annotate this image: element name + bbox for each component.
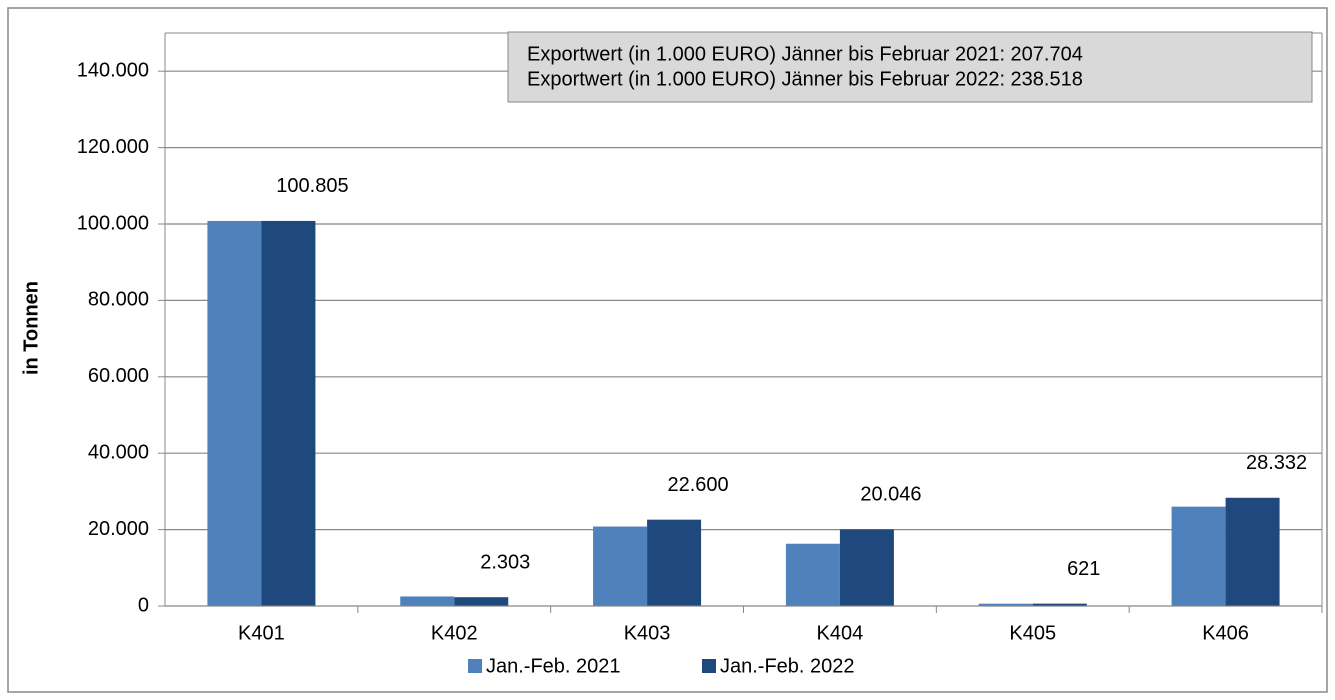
x-tick-label: K402 xyxy=(431,622,478,644)
x-tick-label: K404 xyxy=(817,622,864,644)
bar xyxy=(400,596,455,606)
y-tick-label: 20.000 xyxy=(88,518,149,540)
legend-label: Jan.-Feb. 2022 xyxy=(720,655,855,677)
data-label: 100.805 xyxy=(276,175,348,197)
bar xyxy=(785,543,840,606)
x-tick-label: K401 xyxy=(238,622,285,644)
y-tick-label: 120.000 xyxy=(77,136,149,158)
bar xyxy=(978,603,1033,606)
annotation: Exportwert (in 1.000 EURO) Jänner bis Fe… xyxy=(527,68,1083,90)
annotation: Exportwert (in 1.000 EURO) Jänner bis Fe… xyxy=(527,43,1083,65)
bar xyxy=(1225,497,1280,606)
bar xyxy=(207,220,262,606)
legend-swatch xyxy=(702,659,716,673)
bar xyxy=(593,526,648,606)
data-label: 22.600 xyxy=(667,474,728,496)
data-label: 2.303 xyxy=(480,551,530,573)
legend-label: Jan.-Feb. 2021 xyxy=(486,655,621,677)
bar xyxy=(1171,506,1226,606)
y-tick-label: 140.000 xyxy=(77,59,149,81)
x-tick-label: K406 xyxy=(1202,622,1249,644)
y-tick-label: 40.000 xyxy=(88,441,149,463)
data-label: 20.046 xyxy=(860,484,921,506)
bar xyxy=(454,597,509,606)
y-tick-label: 80.000 xyxy=(88,289,149,311)
data-label: 28.332 xyxy=(1246,452,1307,474)
x-tick-label: K403 xyxy=(624,622,671,644)
bar xyxy=(261,220,316,606)
legend-swatch xyxy=(468,659,482,673)
y-tick-label: 0 xyxy=(138,594,149,616)
x-tick-label: K405 xyxy=(1009,622,1056,644)
bar xyxy=(1032,603,1087,606)
data-label: 621 xyxy=(1067,558,1100,580)
y-tick-label: 60.000 xyxy=(88,365,149,387)
y-axis-label: in Tonnen xyxy=(20,281,42,375)
y-tick-label: 100.000 xyxy=(77,212,149,234)
bar xyxy=(839,529,894,606)
bar xyxy=(647,519,702,606)
annotation-box xyxy=(507,31,1313,103)
